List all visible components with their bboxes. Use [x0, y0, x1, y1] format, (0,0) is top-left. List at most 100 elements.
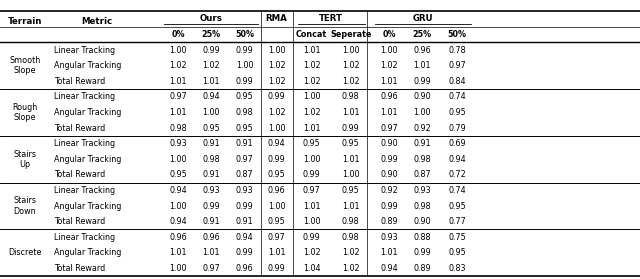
Text: 0.96: 0.96	[268, 186, 285, 195]
Text: 1.00: 1.00	[303, 155, 321, 164]
Text: 1.02: 1.02	[202, 61, 220, 70]
Text: 1.02: 1.02	[268, 61, 285, 70]
Text: 0.91: 0.91	[236, 139, 253, 148]
Text: 0.91: 0.91	[202, 139, 220, 148]
Text: 1.00: 1.00	[202, 108, 220, 117]
Text: 1.00: 1.00	[236, 61, 253, 70]
Text: 1.00: 1.00	[268, 201, 285, 211]
Text: 0.99: 0.99	[268, 264, 285, 273]
Text: 0.94: 0.94	[268, 139, 285, 148]
Text: 0.92: 0.92	[413, 124, 431, 133]
Text: 1.02: 1.02	[268, 108, 285, 117]
Text: 0.97: 0.97	[202, 264, 220, 273]
Text: 0.93: 0.93	[236, 186, 253, 195]
Text: 0.98: 0.98	[413, 201, 431, 211]
Text: 1.02: 1.02	[342, 77, 360, 86]
Text: 1.00: 1.00	[169, 46, 187, 55]
Text: 1.01: 1.01	[169, 108, 187, 117]
Text: 0.98: 0.98	[342, 233, 360, 242]
Text: 0.88: 0.88	[413, 233, 431, 242]
Text: 0.91: 0.91	[202, 217, 220, 226]
Text: 0.98: 0.98	[169, 124, 187, 133]
Text: 0.95: 0.95	[448, 108, 466, 117]
Text: 0.98: 0.98	[202, 155, 220, 164]
Text: Linear Tracking: Linear Tracking	[54, 46, 115, 55]
Text: 0.99: 0.99	[413, 248, 431, 257]
Text: 0.72: 0.72	[448, 170, 466, 179]
Text: 1.02: 1.02	[342, 264, 360, 273]
Text: 0.90: 0.90	[413, 92, 431, 101]
Text: 0.95: 0.95	[268, 170, 285, 179]
Text: 0.90: 0.90	[413, 217, 431, 226]
Text: 0.96: 0.96	[236, 264, 253, 273]
Text: 1.02: 1.02	[303, 61, 321, 70]
Text: 0%: 0%	[171, 30, 185, 39]
Text: 0.98: 0.98	[342, 217, 360, 226]
Text: 0.90: 0.90	[380, 170, 398, 179]
Text: 0.99: 0.99	[202, 46, 220, 55]
Text: Angular Tracking: Angular Tracking	[54, 61, 121, 70]
Text: Metric: Metric	[82, 17, 113, 26]
Text: 1.02: 1.02	[169, 61, 187, 70]
Text: 0.98: 0.98	[413, 155, 431, 164]
Text: Concat: Concat	[296, 30, 327, 39]
Text: 0.99: 0.99	[342, 124, 360, 133]
Text: 1.00: 1.00	[169, 264, 187, 273]
Text: 1.02: 1.02	[342, 61, 360, 70]
Text: 0.94: 0.94	[202, 92, 220, 101]
Text: 1.02: 1.02	[303, 108, 321, 117]
Text: 0.99: 0.99	[413, 77, 431, 86]
Text: 1.02: 1.02	[380, 61, 398, 70]
Text: 1.01: 1.01	[380, 248, 398, 257]
Text: GRU: GRU	[413, 15, 433, 23]
Text: 1.01: 1.01	[202, 248, 220, 257]
Text: 1.00: 1.00	[268, 46, 285, 55]
Text: 0.97: 0.97	[303, 186, 321, 195]
Text: 0.98: 0.98	[342, 92, 360, 101]
Text: 1.01: 1.01	[413, 61, 431, 70]
Text: 1.00: 1.00	[303, 217, 321, 226]
Text: 0.99: 0.99	[380, 155, 398, 164]
Text: 1.01: 1.01	[303, 201, 321, 211]
Text: 0.95: 0.95	[448, 201, 466, 211]
Text: 0.74: 0.74	[448, 186, 466, 195]
Text: 0.94: 0.94	[169, 186, 187, 195]
Text: 0.93: 0.93	[169, 139, 187, 148]
Text: Total Reward: Total Reward	[54, 264, 105, 273]
Text: Total Reward: Total Reward	[54, 170, 105, 179]
Text: Linear Tracking: Linear Tracking	[54, 186, 115, 195]
Text: 0.94: 0.94	[448, 155, 466, 164]
Text: 0.95: 0.95	[236, 92, 253, 101]
Text: 0.97: 0.97	[268, 233, 285, 242]
Text: Linear Tracking: Linear Tracking	[54, 92, 115, 101]
Text: 0.99: 0.99	[268, 155, 285, 164]
Text: 0.99: 0.99	[236, 248, 253, 257]
Text: 25%: 25%	[202, 30, 221, 39]
Text: 1.00: 1.00	[413, 108, 431, 117]
Text: 1.01: 1.01	[169, 248, 187, 257]
Text: 1.01: 1.01	[342, 108, 360, 117]
Text: 0.97: 0.97	[236, 155, 253, 164]
Text: 0.69: 0.69	[448, 139, 466, 148]
Text: 0.97: 0.97	[380, 124, 398, 133]
Text: RMA: RMA	[266, 15, 287, 23]
Text: Angular Tracking: Angular Tracking	[54, 248, 121, 257]
Text: 50%: 50%	[447, 30, 467, 39]
Text: 0.98: 0.98	[236, 108, 253, 117]
Text: 0.99: 0.99	[303, 170, 321, 179]
Text: 1.01: 1.01	[342, 201, 360, 211]
Text: 0.99: 0.99	[303, 233, 321, 242]
Text: 1.01: 1.01	[342, 155, 360, 164]
Text: 0.99: 0.99	[236, 46, 253, 55]
Text: 1.00: 1.00	[268, 124, 285, 133]
Text: 0.87: 0.87	[413, 170, 431, 179]
Text: 0.87: 0.87	[236, 170, 253, 179]
Text: 1.02: 1.02	[303, 77, 321, 86]
Text: Linear Tracking: Linear Tracking	[54, 139, 115, 148]
Text: 1.00: 1.00	[169, 155, 187, 164]
Text: 50%: 50%	[235, 30, 254, 39]
Text: 1.00: 1.00	[380, 46, 398, 55]
Text: Stairs
Up: Stairs Up	[13, 150, 36, 169]
Text: TERT: TERT	[319, 15, 343, 23]
Text: Terrain: Terrain	[8, 17, 42, 26]
